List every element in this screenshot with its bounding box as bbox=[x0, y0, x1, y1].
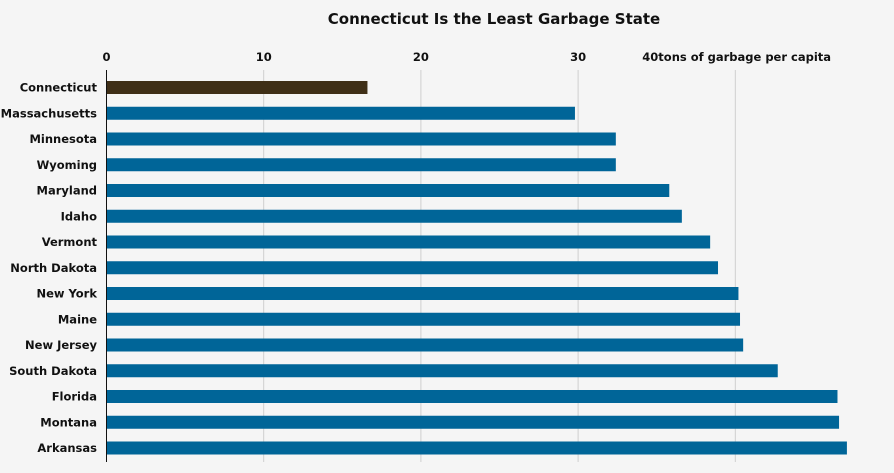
category-label-maine: Maine bbox=[58, 312, 97, 326]
bar-new-york bbox=[106, 287, 739, 300]
category-label-florida: Florida bbox=[52, 390, 97, 404]
bar-north-dakota bbox=[106, 261, 719, 275]
bar-montana bbox=[106, 415, 840, 429]
category-label-north-dakota: North Dakota bbox=[10, 261, 97, 275]
bars bbox=[106, 81, 847, 455]
x-tick-labels: 0 10 20 30 40 tons of garbage per capita bbox=[102, 50, 831, 64]
bar-wyoming bbox=[106, 158, 616, 172]
bar-idaho bbox=[106, 209, 682, 223]
x-tick-label-30: 30 bbox=[570, 50, 586, 64]
category-label-south-dakota: South Dakota bbox=[9, 364, 97, 378]
bar-vermont bbox=[106, 235, 711, 249]
category-label-idaho: Idaho bbox=[61, 209, 97, 223]
category-label-new-york: New York bbox=[36, 287, 97, 301]
bar-florida bbox=[106, 390, 838, 403]
category-label-maryland: Maryland bbox=[37, 184, 98, 198]
x-tick-label-10: 10 bbox=[256, 50, 272, 64]
category-label-minnesota: Minnesota bbox=[29, 132, 97, 146]
bar-south-dakota bbox=[106, 364, 778, 378]
bar-new-jersey bbox=[106, 338, 744, 352]
bar-arkansas bbox=[106, 441, 847, 455]
chart-title: Connecticut Is the Least Garbage State bbox=[328, 10, 660, 28]
category-label-new-jersey: New Jersey bbox=[25, 338, 97, 352]
category-label-wyoming: Wyoming bbox=[37, 158, 97, 172]
bar-maine bbox=[106, 312, 741, 326]
category-label-connecticut: Connecticut bbox=[20, 81, 98, 95]
category-labels: Connecticut Massachusetts Minnesota Wyoming… bbox=[1, 81, 98, 456]
bar-maryland bbox=[106, 184, 670, 197]
x-tick-label-40: 40 bbox=[642, 50, 658, 64]
x-unit-label: tons of garbage per capita bbox=[658, 50, 831, 64]
x-tick-label-20: 20 bbox=[413, 50, 429, 64]
category-label-vermont: Vermont bbox=[42, 235, 98, 249]
category-label-arkansas: Arkansas bbox=[37, 441, 97, 455]
category-label-montana: Montana bbox=[40, 415, 97, 429]
category-label-massachusetts: Massachusetts bbox=[1, 106, 97, 120]
bar-minnesota bbox=[106, 132, 616, 146]
bar-massachusetts bbox=[106, 106, 575, 120]
bar-connecticut bbox=[106, 81, 368, 94]
x-tick-label-0: 0 bbox=[102, 50, 110, 64]
